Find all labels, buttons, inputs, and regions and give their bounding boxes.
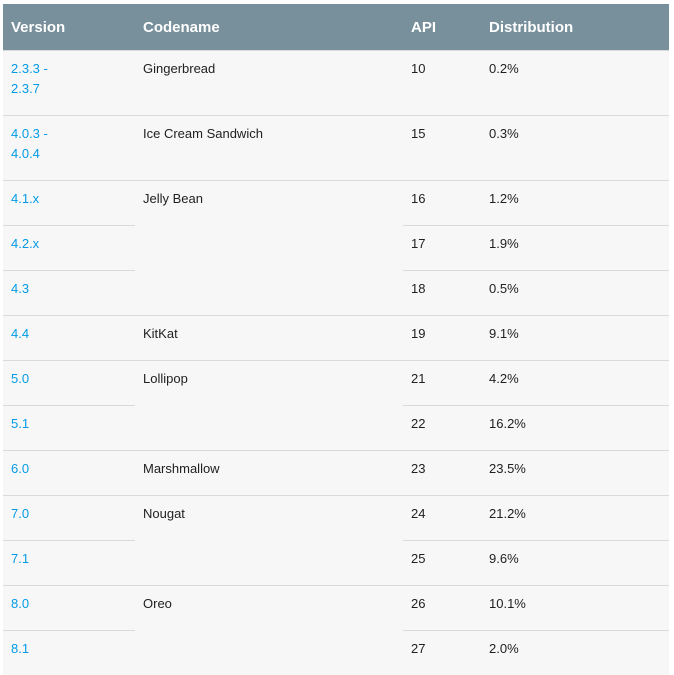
api-cell: 18 <box>403 271 481 316</box>
distribution-cell: 4.2% <box>481 361 669 406</box>
header-codename: Codename <box>135 4 403 51</box>
api-cell: 26 <box>403 586 481 631</box>
api-cell: 22 <box>403 406 481 451</box>
version-cell: 4.2.x <box>3 226 135 271</box>
api-cell: 23 <box>403 451 481 496</box>
version-cell: 4.3 <box>3 271 135 316</box>
distribution-cell: 21.2% <box>481 496 669 541</box>
distribution-cell: 1.9% <box>481 226 669 271</box>
version-cell: 8.0 <box>3 586 135 631</box>
table-row: 4.1.x Jelly Bean 16 1.2% <box>3 181 669 226</box>
api-cell: 17 <box>403 226 481 271</box>
android-distribution-table: Version Codename API Distribution 2.3.3 … <box>3 4 669 675</box>
codename-cell: KitKat <box>135 316 403 361</box>
distribution-cell: 9.6% <box>481 541 669 586</box>
version-cell: 2.3.3 - 2.3.7 <box>3 51 135 116</box>
version-link[interactable]: 5.1 <box>11 416 29 431</box>
codename-cell: Jelly Bean <box>135 181 403 316</box>
api-cell: 27 <box>403 631 481 675</box>
api-cell: 16 <box>403 181 481 226</box>
codename-cell: Gingerbread <box>135 51 403 116</box>
version-cell: 8.1 <box>3 631 135 675</box>
version-link[interactable]: 4.3 <box>11 281 29 296</box>
version-link[interactable]: 5.0 <box>11 371 29 386</box>
codename-cell: Oreo <box>135 586 403 675</box>
version-cell: 6.0 <box>3 451 135 496</box>
api-cell: 24 <box>403 496 481 541</box>
distribution-cell: 1.2% <box>481 181 669 226</box>
version-link[interactable]: 2.3.3 - 2.3.7 <box>11 61 48 96</box>
version-link[interactable]: 4.0.3 - 4.0.4 <box>11 126 48 161</box>
distribution-cell: 9.1% <box>481 316 669 361</box>
version-link[interactable]: 4.1.x <box>11 191 39 206</box>
codename-cell: Ice Cream Sandwich <box>135 116 403 181</box>
codename-cell: Lollipop <box>135 361 403 451</box>
version-cell: 7.1 <box>3 541 135 586</box>
version-link[interactable]: 4.4 <box>11 326 29 341</box>
api-cell: 10 <box>403 51 481 116</box>
version-link[interactable]: 4.2.x <box>11 236 39 251</box>
api-cell: 21 <box>403 361 481 406</box>
distribution-cell: 10.1% <box>481 586 669 631</box>
version-link[interactable]: 8.1 <box>11 641 29 656</box>
header-api: API <box>403 4 481 51</box>
table-row: 2.3.3 - 2.3.7 Gingerbread 10 0.2% <box>3 51 669 116</box>
table-row: 7.0 Nougat 24 21.2% <box>3 496 669 541</box>
distribution-cell: 16.2% <box>481 406 669 451</box>
table-row: 5.0 Lollipop 21 4.2% <box>3 361 669 406</box>
table-row: 4.0.3 - 4.0.4 Ice Cream Sandwich 15 0.3% <box>3 116 669 181</box>
table-row: 4.4 KitKat 19 9.1% <box>3 316 669 361</box>
api-cell: 25 <box>403 541 481 586</box>
version-link[interactable]: 8.0 <box>11 596 29 611</box>
distribution-cell: 2.0% <box>481 631 669 675</box>
distribution-cell: 23.5% <box>481 451 669 496</box>
version-cell: 7.0 <box>3 496 135 541</box>
header-version: Version <box>3 4 135 51</box>
table-header-row: Version Codename API Distribution <box>3 4 669 51</box>
codename-cell: Nougat <box>135 496 403 586</box>
api-cell: 19 <box>403 316 481 361</box>
table-row: 6.0 Marshmallow 23 23.5% <box>3 451 669 496</box>
header-distribution: Distribution <box>481 4 669 51</box>
distribution-cell: 0.3% <box>481 116 669 181</box>
version-cell: 4.1.x <box>3 181 135 226</box>
distribution-table-container: Version Codename API Distribution 2.3.3 … <box>3 4 669 675</box>
codename-cell: Marshmallow <box>135 451 403 496</box>
version-cell: 4.0.3 - 4.0.4 <box>3 116 135 181</box>
version-cell: 5.0 <box>3 361 135 406</box>
distribution-cell: 0.5% <box>481 271 669 316</box>
version-cell: 4.4 <box>3 316 135 361</box>
version-cell: 5.1 <box>3 406 135 451</box>
api-cell: 15 <box>403 116 481 181</box>
version-link[interactable]: 6.0 <box>11 461 29 476</box>
table-row: 8.0 Oreo 26 10.1% <box>3 586 669 631</box>
distribution-cell: 0.2% <box>481 51 669 116</box>
version-link[interactable]: 7.0 <box>11 506 29 521</box>
